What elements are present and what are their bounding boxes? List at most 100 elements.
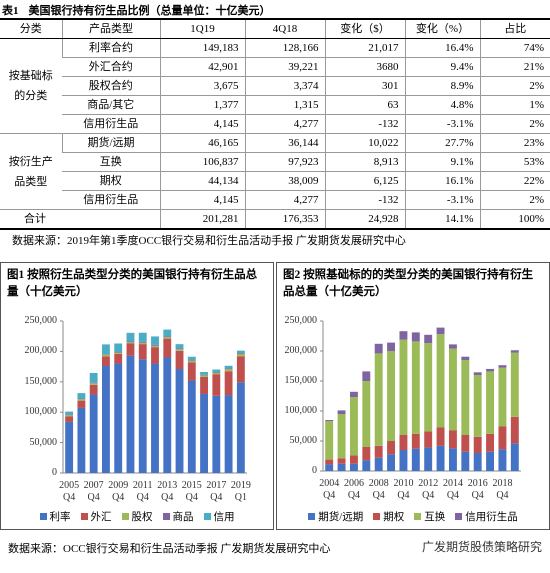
bar-segment	[236, 350, 245, 354]
bar-segment	[337, 410, 346, 414]
chart-title: 图2 按照基础标的的类型分类的美国银行持有衍生品总量（十亿美元）	[283, 269, 534, 298]
bar-segment	[473, 453, 482, 471]
bar-segment	[349, 391, 358, 398]
bar-segment	[362, 381, 371, 447]
table-cell: 3,675	[159, 76, 245, 96]
x-tick-label: 2019 Q1	[230, 480, 251, 503]
bar-segment	[212, 372, 221, 373]
bar-segment	[399, 339, 408, 435]
table-cell: 2%	[479, 190, 550, 210]
table-cell: 42,901	[159, 57, 245, 77]
table-cell: 16.1%	[404, 171, 480, 191]
table-cell: 9.1%	[404, 152, 480, 172]
table-cell: 4,145	[159, 114, 245, 134]
legend-label: 外汇	[90, 512, 112, 523]
bar-segment	[187, 356, 196, 361]
bar-segment	[387, 454, 396, 471]
bar-segment	[200, 374, 208, 376]
bar-segment	[448, 430, 457, 449]
bar-segment	[151, 345, 159, 348]
table-cell: -132	[324, 190, 405, 210]
legend-item: 利率	[39, 509, 71, 524]
bar-segment	[337, 414, 346, 459]
legend-item: 外汇	[80, 509, 112, 524]
header-cell: 产品类型	[61, 19, 160, 39]
bar-segment	[175, 348, 184, 350]
legend-swatch	[162, 513, 170, 520]
bar-segment	[151, 347, 159, 364]
y-tick-label: 0	[312, 465, 317, 476]
bar-segment	[200, 393, 208, 473]
y-tick-label: 200,000	[24, 345, 58, 357]
bar-segment	[510, 350, 519, 353]
y-tick-label: 100,000	[24, 406, 58, 418]
bar-segment	[325, 420, 334, 422]
x-tick-label: 2014 Q4	[442, 478, 463, 501]
header-cell: 1Q19	[159, 19, 245, 39]
table-cell: 16.4%	[404, 38, 480, 58]
bar-segment	[102, 365, 110, 473]
bar-segment	[362, 371, 371, 381]
bar-segment	[337, 463, 346, 471]
bar-segment	[387, 441, 396, 455]
bar-segment	[187, 360, 196, 363]
bar-segment	[399, 435, 408, 450]
table-cell: 10,022	[324, 133, 405, 153]
legend-swatch	[373, 513, 381, 520]
bar-segment	[448, 448, 457, 471]
table-cell: 9.4%	[404, 57, 480, 77]
bar-segment	[89, 372, 98, 383]
table-cell: 39,221	[244, 57, 325, 77]
legend-item: 商品	[162, 509, 194, 524]
bar-segment	[498, 367, 507, 427]
bar-segment	[374, 343, 383, 354]
bar-segment	[424, 334, 433, 344]
bar-segment	[65, 415, 74, 417]
bar-segment	[163, 337, 172, 339]
bar-segment	[349, 463, 358, 471]
total-cell: 合计	[0, 209, 160, 230]
bar-segment	[212, 395, 221, 473]
total-cell: 176,353	[244, 209, 325, 230]
bar-segment	[486, 371, 495, 434]
table-cell: 信用衍生品	[62, 114, 160, 134]
bar-segment	[510, 416, 519, 444]
bar-segment	[387, 351, 396, 441]
bar-segment	[325, 459, 334, 465]
bar-segment	[498, 426, 507, 450]
bar-segment	[498, 365, 507, 368]
figure: 图1 按照衍生品类型分类的美国银行持有衍生品总量（十亿美元） 0 50,000 100…	[0, 262, 274, 530]
bar-segment	[77, 400, 86, 408]
table-cell: 6,125	[324, 171, 405, 191]
bar-segment	[486, 433, 495, 452]
legend-swatch	[80, 513, 88, 520]
legend-item: 股权	[121, 509, 153, 524]
bar-segment	[138, 342, 147, 345]
bar-segment	[77, 393, 86, 399]
table-row: 互换 106,837 97,923 8,913 9.1% 53%	[0, 152, 550, 172]
y-tick-label: 50,000	[289, 435, 318, 446]
legend-label: 信用	[213, 512, 235, 523]
table-cell: 22%	[479, 171, 550, 191]
bar-segment	[461, 360, 470, 435]
table-cell: 3,374	[244, 76, 325, 96]
bar-segment	[411, 448, 420, 471]
table-cell: -132	[324, 114, 405, 134]
table-cell: 2%	[479, 76, 550, 96]
bar-segment	[236, 353, 245, 354]
bar-segment	[163, 336, 172, 338]
bar-segment	[436, 445, 445, 471]
total-cell: 24,928	[324, 209, 405, 230]
bar-segment	[102, 354, 110, 355]
y-tick-label: 50,000	[29, 436, 58, 448]
bar-segment	[89, 384, 98, 395]
bar-segment	[362, 447, 371, 461]
bar-segment	[151, 336, 159, 345]
table-cell: 44,134	[159, 171, 245, 191]
y-tick-label: 150,000	[24, 375, 58, 387]
table-cell: 3680	[324, 57, 405, 77]
x-tick-label: 2007 Q4	[83, 480, 104, 503]
legend-swatch	[414, 513, 422, 520]
bar-segment	[349, 397, 358, 456]
y-tick-label: 150,000	[284, 375, 318, 386]
